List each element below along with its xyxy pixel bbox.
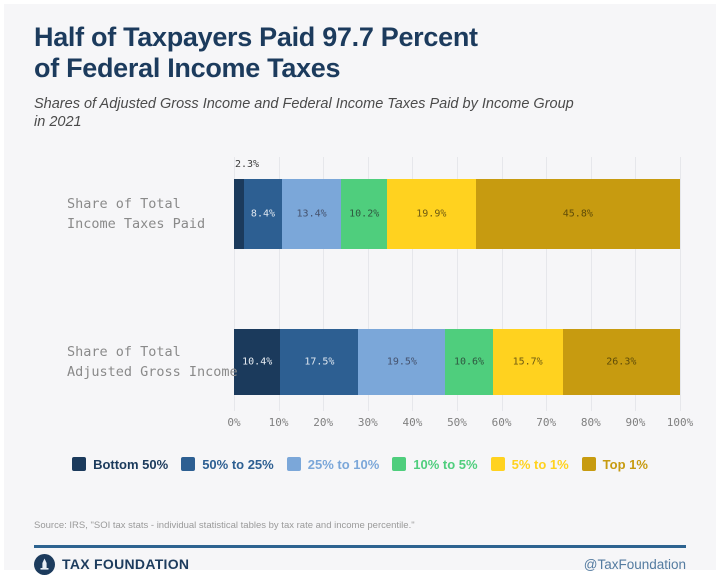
bar-segment-10-to-5: 10.2% <box>341 178 387 249</box>
x-axis-tick: 50% <box>447 415 467 429</box>
x-axis-tick: 30% <box>357 415 378 429</box>
legend-label: 25% to 10% <box>307 456 380 472</box>
bar-segment-10-to-5: 10.6% <box>445 328 493 395</box>
x-axis-tick: 100% <box>666 415 694 429</box>
legend-swatch-5-to-1 <box>490 457 505 472</box>
twitter-handle: @TaxFoundation <box>583 556 686 572</box>
legend-label: Bottom 50% <box>93 456 169 472</box>
taxfoundation-logo-icon <box>34 553 55 575</box>
legend-swatch-50-to-25 <box>181 457 196 472</box>
legend-item-25-to-10: 25% to 10% <box>286 456 380 472</box>
x-axis-tick: 80% <box>580 415 601 429</box>
x-axis-tick: 60% <box>491 415 512 429</box>
legend-label: 5% to 1% <box>511 456 569 472</box>
x-axis-tick: 20% <box>313 415 334 429</box>
taxfoundation-logo: TAX FOUNDATION <box>34 553 190 575</box>
chart-subtitle: Shares of Adjusted Gross Income and Fede… <box>34 95 686 131</box>
segment-value-label: 17.5% <box>304 356 335 368</box>
segment-value-label: 2.3% <box>235 158 260 170</box>
legend-label: Top 1% <box>602 456 648 472</box>
footer-divider <box>34 544 686 548</box>
plot-area: 0% 10% 20% 30% 40% 50% 60% 70% 80% 90% 100% 2.3% 8.4… <box>227 156 693 429</box>
gridline <box>680 156 681 411</box>
x-axis-tick: 0% <box>227 415 241 429</box>
legend-swatch-bottom-50 <box>72 457 87 472</box>
bar-segment-50-to-25: 8.4% <box>244 178 282 249</box>
segment-value-label: 10.2% <box>349 208 380 220</box>
legend-swatch-top-1 <box>581 457 596 472</box>
segment-value-label: 15.7% <box>512 356 543 368</box>
stacked-bar-row-1: 2.3% 8.4% 13.4% 10.2% 19.9% 45.8% <box>234 159 680 249</box>
segment-value-label: 8.4% <box>250 208 276 220</box>
chart-title: Half of Taxpayers Paid 97.7 Percent of Fe… <box>34 22 686 85</box>
segment-value-label: 10.6% <box>453 356 485 368</box>
x-axis-tick: 70% <box>536 415 557 429</box>
source-note: Source: IRS, "SOI tax stats - individual… <box>34 519 415 531</box>
x-axis-tick: 90% <box>625 415 646 429</box>
x-axis-tick: 40% <box>402 415 423 429</box>
bar-segment-5-to-1: 19.9% <box>386 178 476 249</box>
chart-title-line1: Half of Taxpayers Paid 97.7 Percent <box>34 22 478 52</box>
legend-swatch-10-to-5 <box>392 457 407 472</box>
legend-item-10-to-5: 10% to 5% <box>392 456 478 472</box>
chart-title-line2: of Federal Income Taxes <box>34 53 341 84</box>
bar-segment-5-to-1: 15.7% <box>492 328 563 395</box>
brand-name: TAX FOUNDATION <box>62 556 190 573</box>
gridline <box>278 156 280 411</box>
gridline <box>635 156 637 411</box>
chart-legend: Bottom 50% 50% to 25% 25% to 10% 10% to 5% 5… <box>4 457 716 472</box>
bar-segment-top-1: 26.3% <box>562 328 680 395</box>
legend-item-bottom-50: Bottom 50% <box>72 457 168 472</box>
bar-segment-50-to-25: 17.5% <box>280 328 359 395</box>
gridline <box>501 156 503 411</box>
legend-item-50-to-25: 50% to 25% <box>181 457 274 472</box>
gridline <box>234 156 235 411</box>
category-label-2: Share of Total Adjusted Gross Income <box>67 343 238 380</box>
stacked-bar-chart: 0% 10% 20% 30% 40% 50% 60% 70% 80% 90% 100% 2.3% 8.4… <box>34 151 693 443</box>
category-label-1: Share of Total Income Taxes Paid <box>67 195 206 232</box>
bar-segment-25-to-10: 13.4% <box>281 178 342 249</box>
bar-segment-top-1: 45.8% <box>475 178 680 249</box>
gridline <box>590 156 592 411</box>
gridline <box>323 156 325 411</box>
gridline <box>546 156 548 411</box>
stacked-bar-row-2: 10.4% 17.5% 19.5% 10.6% 15.7% 26.3% <box>234 328 680 395</box>
infographic-panel: Half of Taxpayers Paid 97.7 Percent of Fe… <box>4 4 716 575</box>
footer-bar: TAX FOUNDATION @TaxFoundation <box>34 553 686 575</box>
legend-item-5-to-1: 5% to 1% <box>490 456 569 472</box>
bar-segment-bottom-50: 2.3% <box>234 159 259 249</box>
segment-value-label: 10.4% <box>242 356 273 368</box>
gridline <box>412 156 414 411</box>
gridline <box>457 156 458 411</box>
chart-subtitle-line1: Shares of Adjusted Gross Income and Fede… <box>34 95 574 112</box>
legend-item-top-1: Top 1% <box>581 456 648 472</box>
segment-value-label: 13.4% <box>296 208 327 220</box>
legend-swatch-25-to-10 <box>286 457 301 472</box>
legend-label: 50% to 25% <box>202 456 274 472</box>
gridline <box>367 156 369 411</box>
bar-segment-25-to-10: 19.5% <box>358 328 446 395</box>
x-axis-tick: 10% <box>268 415 289 429</box>
segment-value-label: 45.8% <box>562 208 593 220</box>
segment-value-label: 19.5% <box>386 356 417 368</box>
legend-label: 10% to 5% <box>413 456 478 472</box>
segment-value-label: 19.9% <box>416 208 447 220</box>
bar-segment-bottom-50: 10.4% <box>234 328 281 395</box>
segment-value-label: 26.3% <box>606 356 637 368</box>
chart-subtitle-line2: in 2021 <box>34 113 82 130</box>
